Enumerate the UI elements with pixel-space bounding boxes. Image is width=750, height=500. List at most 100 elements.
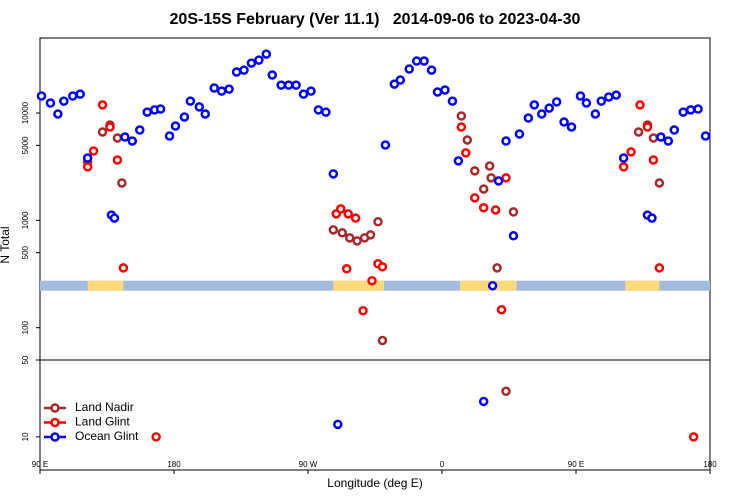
- point: [200, 109, 211, 119]
- point: [440, 85, 450, 95]
- point: [493, 176, 504, 186]
- point: [484, 161, 495, 171]
- chart-title: 20S-15S February (Ver 11.1) 2014-09-06 t…: [170, 11, 581, 28]
- point: [523, 113, 534, 123]
- point: [487, 280, 498, 291]
- x-tick-label: 90 E: [32, 460, 48, 469]
- point: [648, 155, 659, 165]
- y-tick-label: 100: [21, 320, 30, 334]
- point: [486, 173, 496, 183]
- point: [377, 262, 388, 272]
- point: [276, 80, 286, 90]
- point: [59, 96, 69, 106]
- point: [551, 97, 562, 107]
- legend-label: Land Nadir: [75, 400, 134, 414]
- point: [432, 87, 443, 97]
- point: [112, 155, 123, 165]
- y-tick-label: 1000: [21, 211, 30, 229]
- point: [341, 264, 352, 274]
- point: [367, 275, 377, 286]
- point: [395, 75, 406, 85]
- x-tick-label: 180: [703, 460, 717, 469]
- legend-marker: [50, 403, 60, 413]
- point: [462, 135, 473, 145]
- point: [135, 125, 145, 135]
- point: [283, 80, 294, 90]
- point: [618, 162, 629, 172]
- point: [328, 169, 339, 179]
- y-tick-label: 500: [21, 245, 30, 259]
- point: [501, 386, 511, 396]
- point: [508, 231, 519, 241]
- point: [313, 105, 324, 115]
- x-tick-label: 90 E: [568, 460, 584, 469]
- point: [654, 263, 665, 273]
- point: [461, 148, 471, 158]
- point: [118, 263, 129, 273]
- point: [470, 193, 480, 203]
- x-tick-label: 0: [440, 460, 445, 469]
- point: [68, 91, 78, 101]
- point: [53, 109, 63, 119]
- point: [344, 233, 355, 243]
- point: [478, 396, 489, 407]
- land-strip: [87, 280, 124, 291]
- y-axis-label: N Total: [0, 226, 12, 263]
- x-tick-label: 90 W: [299, 460, 318, 469]
- point: [575, 91, 586, 101]
- point: [514, 129, 525, 139]
- point: [36, 91, 47, 101]
- point: [453, 156, 464, 166]
- point: [470, 166, 480, 176]
- point: [246, 58, 257, 68]
- point: [633, 127, 644, 137]
- point: [97, 127, 108, 137]
- point: [321, 107, 331, 117]
- point: [112, 133, 123, 143]
- point: [82, 153, 93, 163]
- point: [291, 80, 301, 90]
- point: [656, 132, 666, 142]
- point: [537, 109, 547, 119]
- point: [688, 432, 699, 442]
- point: [642, 122, 653, 132]
- point: [142, 107, 152, 117]
- y-tick-label: 10: [21, 432, 30, 441]
- point: [328, 225, 339, 235]
- point: [447, 96, 458, 106]
- point: [336, 204, 346, 214]
- point: [170, 121, 181, 131]
- point: [380, 140, 391, 150]
- y-tick-label: 10000: [21, 101, 30, 124]
- legend-label: Land Glint: [75, 415, 130, 429]
- point: [164, 131, 175, 141]
- point: [492, 263, 502, 273]
- point: [254, 55, 264, 65]
- point: [654, 178, 665, 188]
- point: [611, 90, 621, 100]
- point: [88, 146, 99, 156]
- point: [120, 132, 130, 142]
- point: [209, 83, 219, 93]
- plot-frame: [39, 37, 711, 471]
- legend-marker: [50, 432, 60, 442]
- point: [478, 203, 489, 213]
- point: [358, 305, 368, 316]
- point: [352, 236, 362, 246]
- point: [82, 162, 93, 172]
- point: [365, 230, 376, 240]
- point: [337, 228, 347, 238]
- point: [97, 100, 108, 110]
- x-axis-label: Longitude (deg E): [327, 476, 422, 490]
- point: [618, 153, 629, 163]
- point: [456, 111, 467, 121]
- point: [685, 105, 696, 115]
- point: [231, 67, 242, 77]
- point: [693, 104, 703, 114]
- point: [590, 109, 601, 119]
- point: [298, 89, 309, 99]
- point: [478, 184, 489, 194]
- land-strip: [625, 280, 660, 291]
- legend-marker: [50, 417, 60, 428]
- point: [373, 217, 383, 227]
